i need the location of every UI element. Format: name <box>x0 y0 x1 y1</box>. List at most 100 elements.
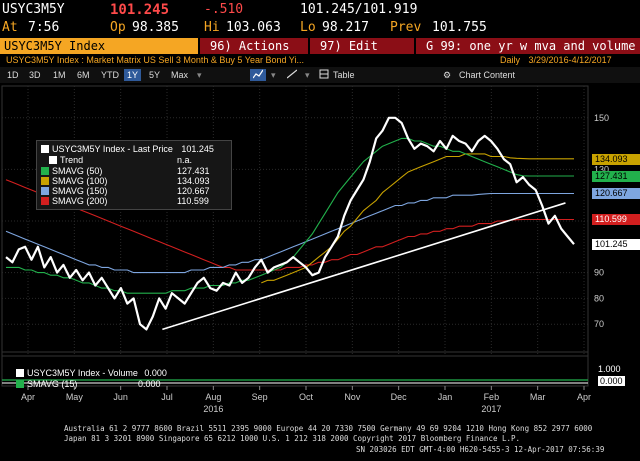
legend-swatch-smavg100 <box>41 177 49 185</box>
volume-smavg-swatch <box>16 380 24 388</box>
period-5y[interactable]: 5Y <box>149 70 161 80</box>
footer: Australia 61 2 9777 8600 Brazil 5511 239… <box>0 422 640 461</box>
x-tick-label: Aug <box>205 392 221 402</box>
actions-button[interactable]: 96) Actions <box>200 38 308 54</box>
bid-ask: 101.245/101.919 <box>300 2 418 17</box>
period-max[interactable]: Max <box>171 70 189 80</box>
y-tick-label: 130 <box>594 164 609 174</box>
x-tick-label: Apr <box>577 392 591 402</box>
price-chart[interactable]: 708090110130150AprMayJunJulAugSepOctNovD… <box>0 84 640 422</box>
x-tick-label: Nov <box>344 392 361 402</box>
x-tick-label: Mar <box>530 392 546 402</box>
chart-type-dropdown-icon[interactable]: ▾ <box>271 70 276 80</box>
legend-value-trend: n.a. <box>177 155 193 165</box>
line-chart-icon[interactable] <box>250 69 266 81</box>
legend-label-smavg150: SMAVG (150) <box>52 186 108 196</box>
volume-panel-frame <box>1 351 589 387</box>
period-ytd[interactable]: YTD <box>101 70 119 80</box>
legend-row-trend: Trend <box>49 155 83 165</box>
legend-title-value: 101.245 <box>181 144 214 154</box>
period-1y[interactable]: 1Y <box>124 69 142 81</box>
volume-axis-bottom: 0.000 <box>598 376 625 386</box>
y-tick-label: 80 <box>594 293 604 303</box>
legend-label-smavg200: SMAVG (200) <box>52 196 108 206</box>
time-label: At <box>2 20 18 35</box>
x-year-label: 2017 <box>481 404 501 414</box>
y-tick-label: 70 <box>594 319 604 329</box>
x-tick-label: Sep <box>252 392 268 402</box>
legend-row-smavg150: SMAVG (150) <box>41 186 107 196</box>
x-tick-label: Apr <box>21 392 35 402</box>
period-dropdown-icon[interactable]: ▾ <box>197 70 202 80</box>
low-label: Lo <box>300 20 316 35</box>
legend-row-smavg200: SMAVG (200) <box>41 196 107 206</box>
prev-label: Prev <box>390 20 422 35</box>
price-tag: 134.093 <box>592 153 640 165</box>
x-tick-label: Jun <box>113 392 128 402</box>
price-tag: 120.667 <box>592 188 640 200</box>
legend-row-smavg100: SMAVG (100) <box>41 176 107 186</box>
legend-label-smavg100: SMAVG (100) <box>52 176 108 186</box>
ticker-label: USYC3M5Y <box>2 2 65 17</box>
chart-content-button[interactable]: Chart Content <box>459 70 516 80</box>
footer-status: SN 203026 EDT GMT-4:00 H620-5455-3 12-Ap… <box>356 445 605 454</box>
x-tick-label: May <box>66 392 84 402</box>
high-price: 103.063 <box>226 20 281 35</box>
table-button[interactable]: Table <box>333 70 355 80</box>
volume-axis-top: 1.000 <box>598 364 621 374</box>
legend-title: USYC3M5Y Index - Last Price <box>52 144 173 154</box>
trendline <box>162 202 566 331</box>
legend-title-row: USYC3M5Y Index - Last Price 101.245 <box>41 144 214 154</box>
legend-label-trend: Trend <box>60 155 84 165</box>
date-range: Daily 3/29/2016-4/12/2017 <box>500 55 612 65</box>
period-6m[interactable]: 6M <box>77 70 90 80</box>
legend-swatch-trend <box>49 156 57 164</box>
draw-dropdown-icon[interactable]: ▾ <box>305 70 310 80</box>
price-change: -.510 <box>204 2 244 17</box>
quote-time: 7:56 <box>28 20 60 35</box>
quote-bar: USYC3M5Y 101.245 -.510 101.245/101.919 A… <box>0 0 640 38</box>
toolbar: 1D 3D 1M 6M YTD 1Y 5Y Max ▾ ▾ ▾ Table ⚙ … <box>0 67 640 83</box>
prev-price: 101.755 <box>432 20 487 35</box>
y-tick-label: 90 <box>594 268 604 278</box>
period-3d[interactable]: 3D <box>29 70 41 80</box>
price-tag: 101.245 <box>592 238 640 250</box>
period-1d[interactable]: 1D <box>7 70 19 80</box>
settings-icon[interactable]: ⚙ <box>443 70 452 80</box>
function-bar: USYC3M5Y Index 96) Actions 97) Edit G 99… <box>0 38 640 54</box>
chart-legend[interactable]: USYC3M5Y Index - Last Price 101.245 Tren… <box>36 140 232 210</box>
high-label: Hi <box>204 20 220 35</box>
x-tick-label: Oct <box>299 392 314 402</box>
footer-contacts-1: Australia 61 2 9777 8600 Brazil 5511 239… <box>64 424 593 433</box>
legend-value-smavg50: 127.431 <box>177 166 210 176</box>
low-price: 98.217 <box>322 20 369 35</box>
footer-contacts-2: Japan 81 3 3201 8900 Singapore 65 6212 1… <box>64 434 521 443</box>
series-line-smavg-150- <box>5 192 574 274</box>
range-dates[interactable]: 3/29/2016-4/12/2017 <box>528 55 612 65</box>
volume-smavg-row: SMAVG (15) <box>16 379 77 389</box>
price-tag: 127.431 <box>592 171 640 183</box>
price-tag: 110.599 <box>592 214 640 226</box>
x-tick-label: Jul <box>161 392 173 402</box>
frequency[interactable]: Daily <box>500 55 521 65</box>
last-price: 101.245 <box>110 2 170 18</box>
volume-legend-title: USYC3M5Y Index - Volume 0.000 <box>16 368 167 378</box>
volume-smavg-value: 0.000 <box>138 379 161 389</box>
x-tick-label: Jan <box>438 392 453 402</box>
legend-value-smavg200: 110.599 <box>177 196 209 206</box>
x-year-label: 2016 <box>203 404 223 414</box>
legend-swatch-smavg50 <box>41 167 49 175</box>
draw-line-icon[interactable] <box>284 69 300 81</box>
security-field[interactable]: USYC3M5Y Index <box>0 38 198 54</box>
x-tick-label: Dec <box>391 392 408 402</box>
series-line-smavg-200- <box>5 179 574 271</box>
table-icon[interactable] <box>316 69 332 81</box>
y-tick-label: 150 <box>594 113 609 123</box>
legend-swatch-last-price <box>41 145 49 153</box>
period-1m[interactable]: 1M <box>53 70 66 80</box>
legend-row-smavg50: SMAVG (50) <box>41 166 102 176</box>
edit-button[interactable]: 97) Edit <box>310 38 414 54</box>
x-tick-label: Feb <box>484 392 500 402</box>
template-button[interactable]: G 99: one yr w mva and volume <box>416 38 640 54</box>
volume-swatch <box>16 369 24 377</box>
